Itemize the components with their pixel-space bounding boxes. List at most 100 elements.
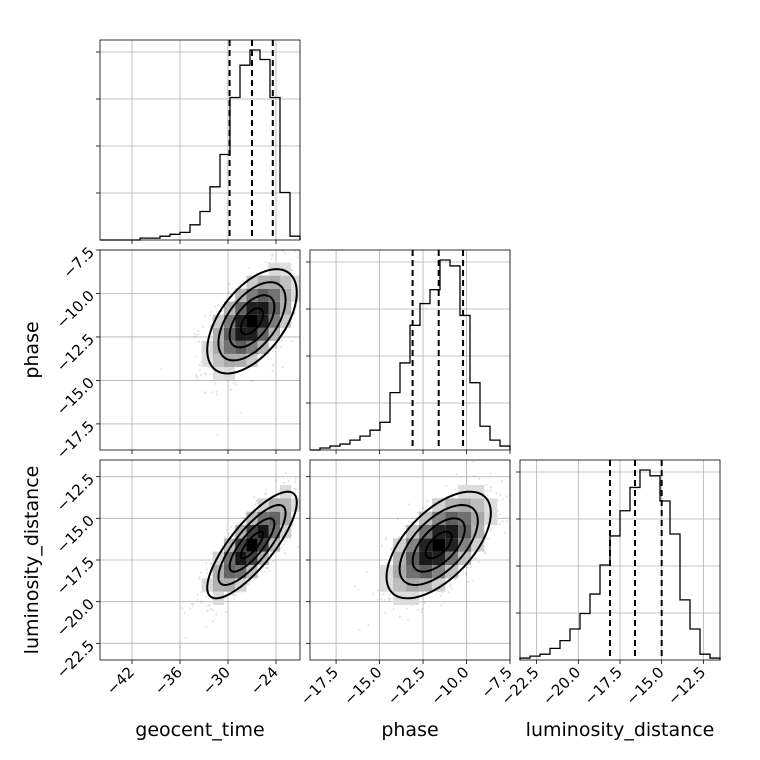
sample-point: [486, 489, 489, 492]
sample-point: [303, 284, 305, 286]
sample-point: [304, 268, 306, 270]
histogram-geocent_time: [100, 49, 301, 241]
sample-point: [239, 282, 242, 285]
sample-point: [209, 324, 212, 328]
sample-point: [300, 275, 302, 277]
density-cells: [201, 262, 300, 380]
density-cell: [445, 551, 459, 565]
sample-point: [383, 611, 387, 614]
sample-point: [247, 582, 251, 586]
sample-point: [294, 488, 298, 491]
x-axis-label-phase: phase: [381, 719, 438, 741]
sample-point: [501, 498, 505, 501]
sample-point: [160, 367, 163, 371]
sample-point: [194, 355, 197, 358]
sample-point: [275, 346, 278, 349]
sample-point: [232, 598, 235, 601]
tick-label-x-luminosity_distance-2: −17.5: [581, 663, 626, 708]
sample-point: [195, 373, 198, 377]
sample-point: [407, 520, 411, 524]
sample-point: [184, 636, 187, 639]
sample-point: [232, 594, 235, 597]
contour-level-3: [206, 490, 298, 600]
density-cell: [235, 353, 247, 367]
density-cell: [201, 353, 213, 367]
sample-point: [390, 548, 393, 551]
density-cell: [235, 327, 247, 341]
sample-point: [392, 608, 395, 611]
sample-point: [264, 488, 267, 491]
tick-label-y-phase-1: −15.0: [53, 374, 98, 419]
sample-point: [178, 646, 182, 649]
sample-point: [381, 544, 384, 547]
density-cell: [280, 525, 292, 539]
histogram-luminosity_distance: [519, 469, 721, 660]
density-cell: [471, 498, 485, 512]
sample-point: [291, 524, 295, 527]
sample-point: [384, 538, 387, 541]
sample-point: [204, 391, 207, 394]
sample-point: [396, 517, 399, 521]
sample-point: [229, 388, 233, 391]
density-cell: [432, 551, 446, 565]
sample-point: [301, 500, 303, 502]
sample-point: [405, 607, 409, 610]
density-cell: [224, 538, 236, 552]
sample-point: [193, 332, 196, 335]
sample-point: [441, 591, 444, 594]
tick-label-y-luminosity_distance-1: −20.0: [53, 595, 98, 640]
sample-point: [195, 333, 198, 336]
axes-frame: [99, 459, 301, 661]
sample-point: [300, 300, 302, 302]
density-cell: [257, 340, 269, 354]
density-cells: [201, 485, 300, 605]
plot-area: [353, 460, 510, 632]
sample-point: [239, 411, 242, 414]
sample-point: [449, 585, 452, 588]
y-axis-label-luminosity_distance: luminosity_distance: [21, 466, 43, 655]
sample-point: [200, 591, 203, 594]
sample-point: [302, 515, 304, 517]
density-cell: [212, 578, 224, 592]
sample-point: [205, 561, 208, 565]
sample-point: [318, 280, 320, 282]
sample-point: [248, 266, 251, 269]
sample-point: [484, 551, 487, 554]
sample-point: [501, 480, 504, 483]
sample-point: [323, 469, 325, 471]
sample-point: [376, 598, 380, 602]
sample-point: [406, 618, 409, 621]
sample-point: [211, 391, 214, 394]
contour-level-1: [228, 294, 276, 349]
sample-point: [382, 593, 385, 596]
sample-point: [264, 260, 267, 264]
sample-point: [209, 337, 212, 340]
sample-point: [282, 481, 285, 484]
tick-label-x-geocent_time-1: −36: [151, 663, 186, 698]
sample-point: [266, 567, 269, 570]
density-cell: [419, 551, 433, 565]
density-cell: [458, 511, 472, 525]
contour-level-2: [217, 503, 287, 587]
density-cell: [257, 538, 269, 552]
density-cell: [393, 538, 407, 552]
hist-panel-phase: [306, 249, 511, 454]
tick-label-x-geocent_time-2: −30: [199, 663, 234, 698]
density-cell: [268, 314, 280, 328]
sample-point: [301, 289, 303, 291]
sample-point: [271, 253, 275, 256]
sample-point: [294, 250, 297, 253]
sample-point: [486, 537, 490, 540]
sample-point: [271, 369, 274, 372]
sample-point: [270, 258, 273, 261]
sample-point: [301, 496, 303, 498]
sample-point: [198, 576, 201, 579]
sample-point: [316, 283, 318, 285]
sample-point: [224, 536, 227, 539]
density-cell: [257, 301, 269, 315]
density-cell: [432, 525, 446, 539]
sample-point: [499, 493, 502, 496]
sample-point: [497, 499, 500, 502]
density-cell: [445, 538, 459, 552]
density-cell: [246, 288, 258, 302]
